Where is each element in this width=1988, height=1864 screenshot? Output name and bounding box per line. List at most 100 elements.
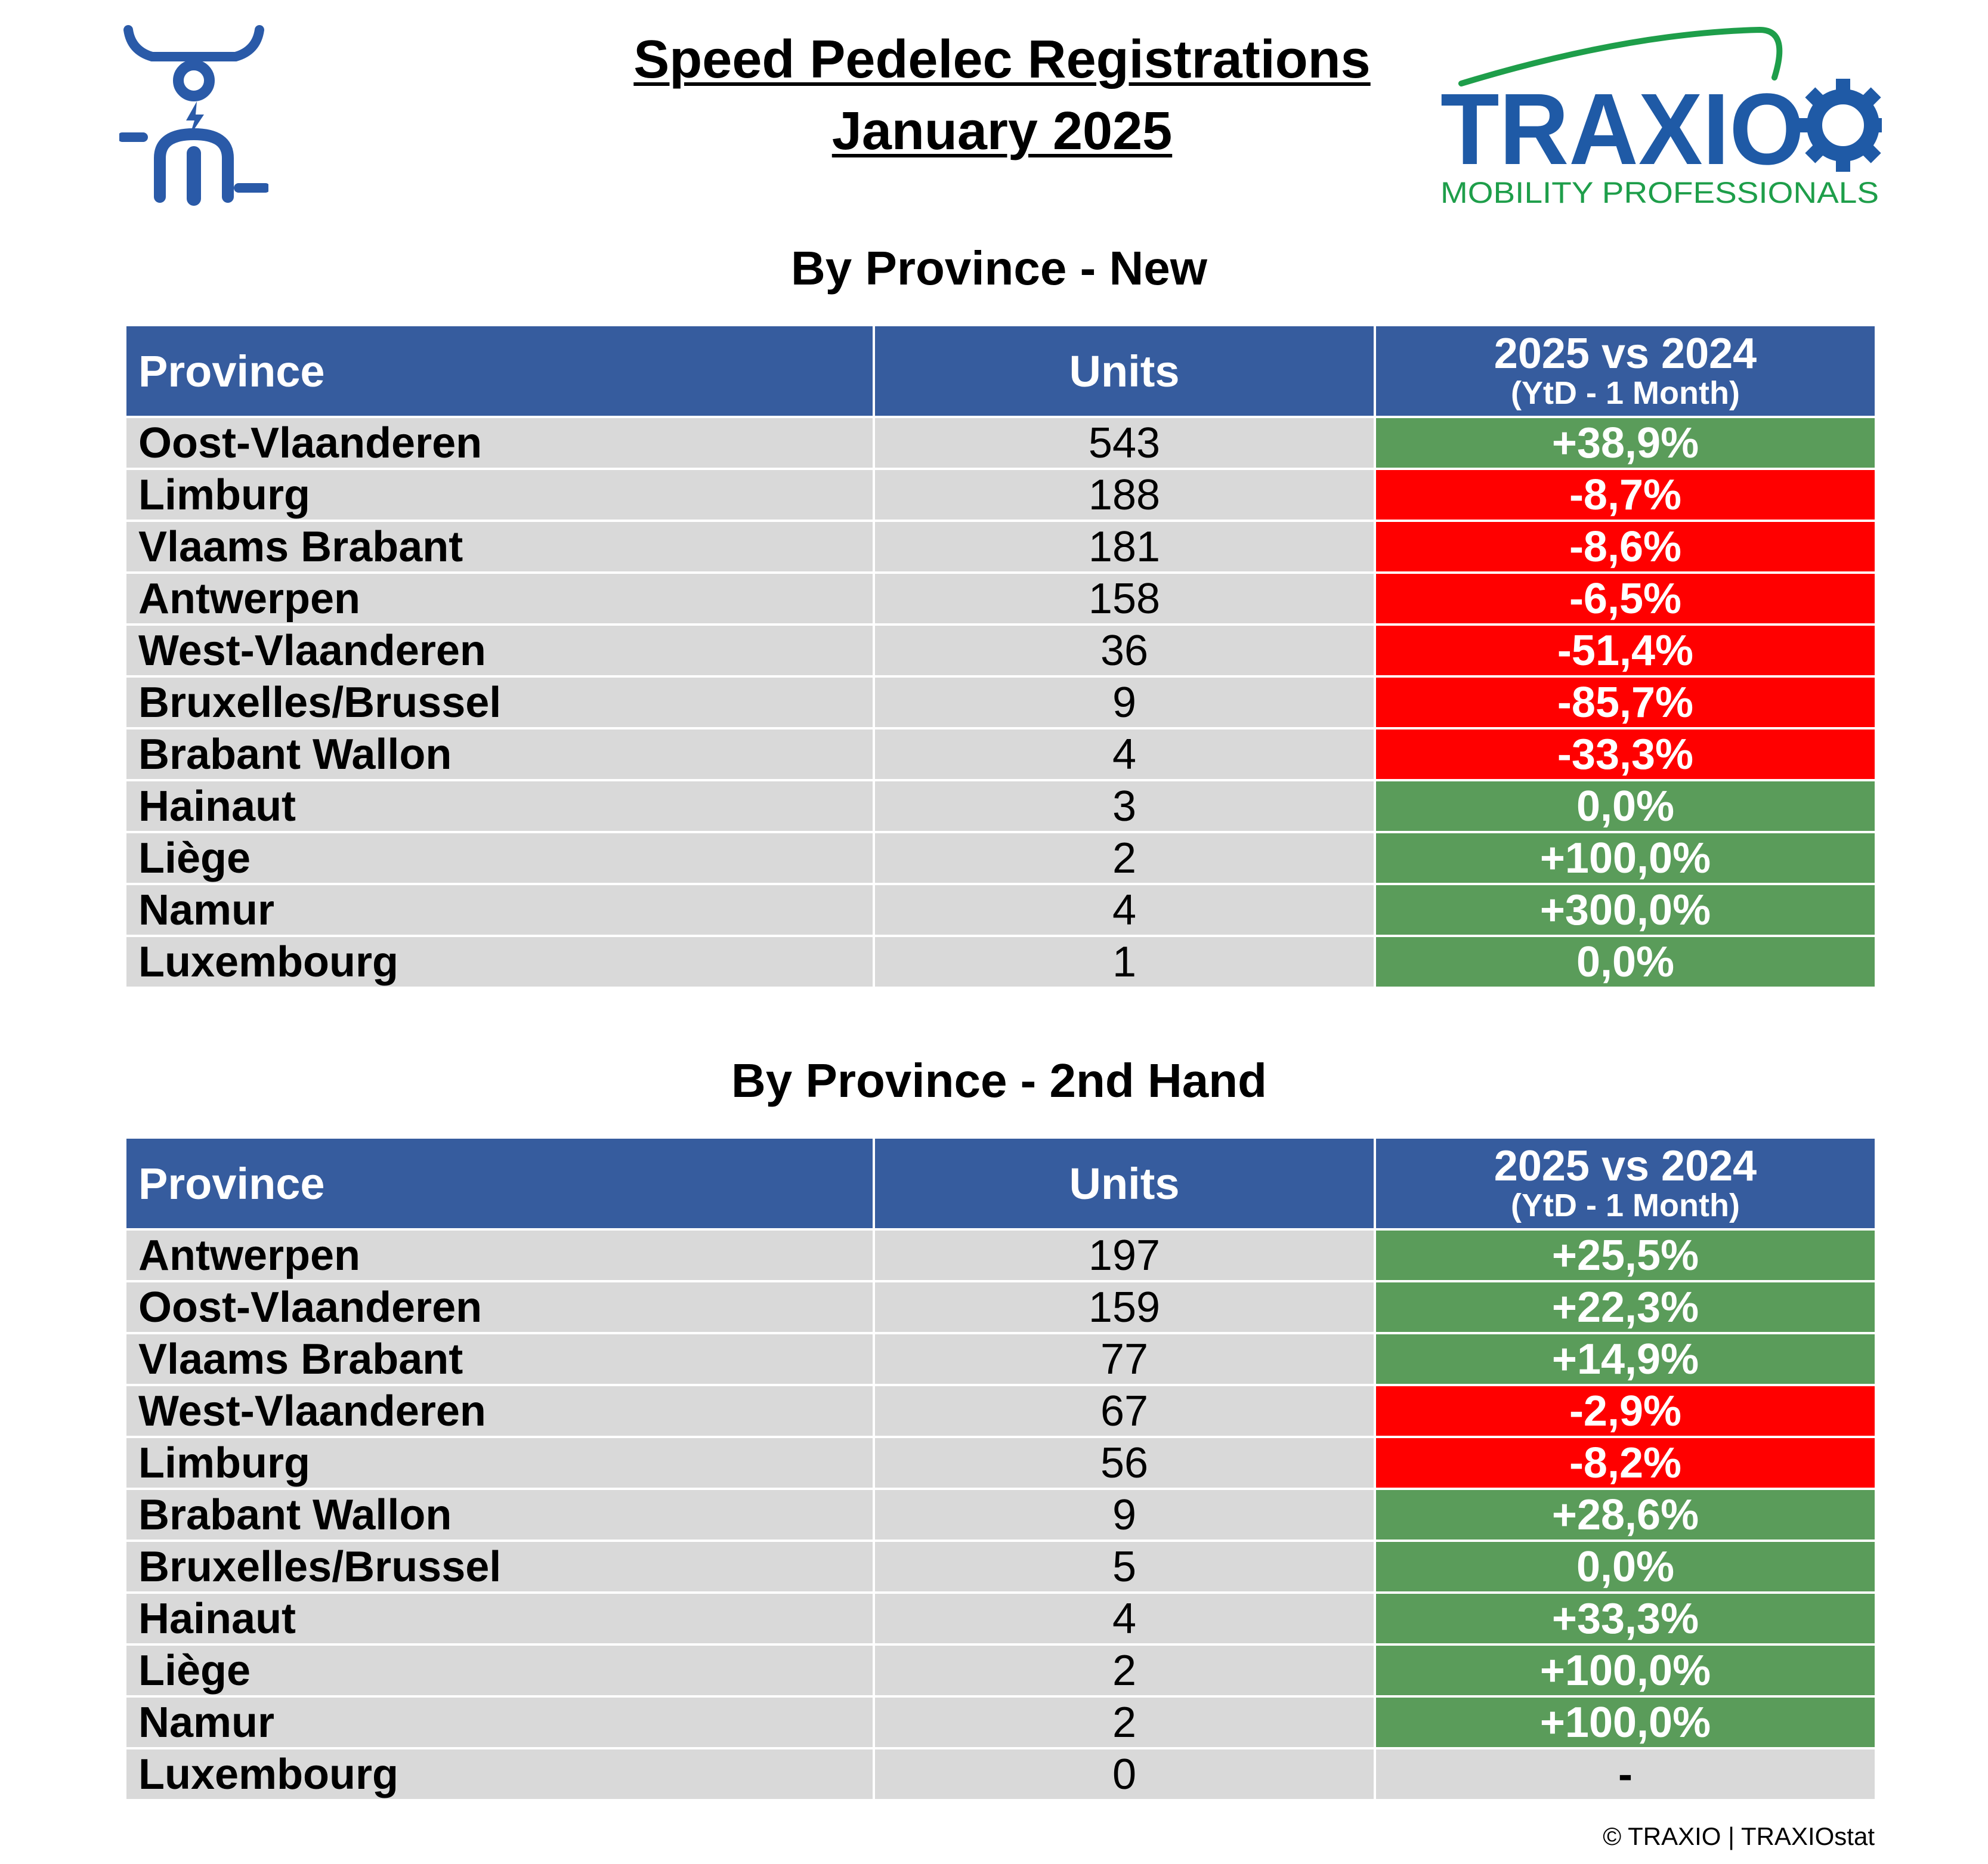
change-cell: +28,6% xyxy=(1374,1488,1877,1542)
table-row: Liège 2 +100,0% xyxy=(124,831,1877,885)
change-cell: -2,9% xyxy=(1374,1384,1877,1438)
province-cell: Namur xyxy=(124,883,875,937)
units-cell: 197 xyxy=(873,1228,1376,1282)
change-cell: 0,0% xyxy=(1374,779,1877,833)
header-yoy-label: 2025 vs 2024 xyxy=(1494,329,1757,378)
province-cell: Oost-Vlaanderen xyxy=(124,1280,875,1334)
province-cell: Vlaams Brabant xyxy=(124,520,875,574)
units-cell: 2 xyxy=(873,831,1376,885)
header-yoy: 2025 vs 2024 (YtD - 1 Month) xyxy=(1374,324,1877,418)
units-cell: 2 xyxy=(873,1695,1376,1749)
change-cell: +100,0% xyxy=(1374,831,1877,885)
change-cell: -6,5% xyxy=(1374,571,1877,626)
change-cell: -8,6% xyxy=(1374,520,1877,574)
table-row: Limburg 56 -8,2% xyxy=(124,1436,1877,1490)
table-row: Antwerpen 197 +25,5% xyxy=(124,1228,1877,1282)
province-cell: Luxembourg xyxy=(124,935,875,989)
change-cell: 0,0% xyxy=(1374,935,1877,989)
traxio-brand-text: TRAXIO xyxy=(1440,73,1804,186)
province-cell: Oost-Vlaanderen xyxy=(124,416,875,470)
units-cell: 181 xyxy=(873,520,1376,574)
change-cell: - xyxy=(1374,1747,1877,1801)
header-yoy-label: 2025 vs 2024 xyxy=(1494,1142,1757,1190)
table-row: Liège 2 +100,0% xyxy=(124,1643,1877,1698)
units-cell: 77 xyxy=(873,1332,1376,1386)
units-cell: 36 xyxy=(873,623,1376,678)
table-row: Hainaut 3 0,0% xyxy=(124,779,1877,833)
table-row: Bruxelles/Brussel 5 0,0% xyxy=(124,1540,1877,1594)
units-cell: 1 xyxy=(873,935,1376,989)
province-cell: Vlaams Brabant xyxy=(124,1332,875,1386)
change-cell: -51,4% xyxy=(1374,623,1877,678)
units-cell: 158 xyxy=(873,571,1376,626)
table-row: Vlaams Brabant 181 -8,6% xyxy=(124,520,1877,574)
change-cell: +100,0% xyxy=(1374,1643,1877,1698)
change-cell: +38,9% xyxy=(1374,416,1877,470)
table-row: Oost-Vlaanderen 159 +22,3% xyxy=(124,1280,1877,1334)
units-cell: 67 xyxy=(873,1384,1376,1438)
units-cell: 56 xyxy=(873,1436,1376,1490)
province-cell: Liège xyxy=(124,1643,875,1698)
gear-icon xyxy=(1797,79,1882,172)
units-cell: 2 xyxy=(873,1643,1376,1698)
units-cell: 159 xyxy=(873,1280,1376,1334)
header-units: Units xyxy=(873,324,1376,418)
change-cell: +33,3% xyxy=(1374,1591,1877,1646)
table-row: Brabant Wallon 9 +28,6% xyxy=(124,1488,1877,1542)
province-cell: Hainaut xyxy=(124,779,875,833)
units-cell: 9 xyxy=(873,675,1376,729)
header-province: Province xyxy=(124,1136,875,1231)
change-cell: -8,2% xyxy=(1374,1436,1877,1490)
table-row: Oost-Vlaanderen 543 +38,9% xyxy=(124,416,1877,470)
table-row: West-Vlaanderen 67 -2,9% xyxy=(124,1384,1877,1438)
table-row: Brabant Wallon 4 -33,3% xyxy=(124,727,1877,781)
units-cell: 5 xyxy=(873,1540,1376,1594)
table-row: Luxembourg 1 0,0% xyxy=(124,935,1877,989)
province-cell: Brabant Wallon xyxy=(124,727,875,781)
province-cell: Limburg xyxy=(124,468,875,522)
province-cell: Hainaut xyxy=(124,1591,875,1646)
header-yoy-sublabel: (YtD - 1 Month) xyxy=(1511,1188,1740,1224)
units-cell: 4 xyxy=(873,883,1376,937)
units-cell: 3 xyxy=(873,779,1376,833)
header-yoy-sublabel: (YtD - 1 Month) xyxy=(1511,375,1740,412)
change-cell: 0,0% xyxy=(1374,1540,1877,1594)
change-cell: -85,7% xyxy=(1374,675,1877,729)
province-cell: Antwerpen xyxy=(124,1228,875,1282)
units-cell: 188 xyxy=(873,468,1376,522)
province-cell: Bruxelles/Brussel xyxy=(124,675,875,729)
units-cell: 4 xyxy=(873,727,1376,781)
change-cell: -8,7% xyxy=(1374,468,1877,522)
page-subtitle: January 2025 xyxy=(831,101,1173,161)
province-cell: Bruxelles/Brussel xyxy=(124,1540,875,1594)
units-cell: 543 xyxy=(873,416,1376,470)
traxio-tagline: MOBILITY PROFESSIONALS xyxy=(1440,176,1879,209)
province-cell: Limburg xyxy=(124,1436,875,1490)
change-cell: +14,9% xyxy=(1374,1332,1877,1386)
province-cell: Namur xyxy=(124,1695,875,1749)
province-table-2nd-hand: Province Units 2025 vs 2024 (YtD - 1 Mon… xyxy=(124,1136,1877,1801)
province-cell: Antwerpen xyxy=(124,571,875,626)
units-cell: 9 xyxy=(873,1488,1376,1542)
table-row: Vlaams Brabant 77 +14,9% xyxy=(124,1332,1877,1386)
table-row: Antwerpen 158 -6,5% xyxy=(124,571,1877,626)
page-title: Speed Pedelec Registrations xyxy=(633,30,1371,89)
table-row: Namur 2 +100,0% xyxy=(124,1695,1877,1749)
copyright-footer: © TRAXIO | TRAXIOstat xyxy=(1603,1822,1875,1850)
section-title-new: By Province - New xyxy=(790,242,1207,295)
traxio-logo: TRAXIO MOBILITY PROFESSIONALS xyxy=(1440,26,1882,209)
change-cell: +300,0% xyxy=(1374,883,1877,937)
table-row: Limburg 188 -8,7% xyxy=(124,468,1877,522)
province-cell: West-Vlaanderen xyxy=(124,1384,875,1438)
province-cell: West-Vlaanderen xyxy=(124,623,875,678)
province-cell: Brabant Wallon xyxy=(124,1488,875,1542)
units-cell: 0 xyxy=(873,1747,1376,1801)
change-cell: +100,0% xyxy=(1374,1695,1877,1749)
province-table-new: Province Units 2025 vs 2024 (YtD - 1 Mon… xyxy=(124,324,1877,989)
change-cell: +22,3% xyxy=(1374,1280,1877,1334)
table-row: Namur 4 +300,0% xyxy=(124,883,1877,937)
table-header-row: Province Units 2025 vs 2024 (YtD - 1 Mon… xyxy=(124,1136,1877,1231)
speed-pedelec-rider-icon xyxy=(119,25,268,206)
header-units: Units xyxy=(873,1136,1376,1231)
section-title-2nd-hand: By Province - 2nd Hand xyxy=(731,1054,1267,1107)
